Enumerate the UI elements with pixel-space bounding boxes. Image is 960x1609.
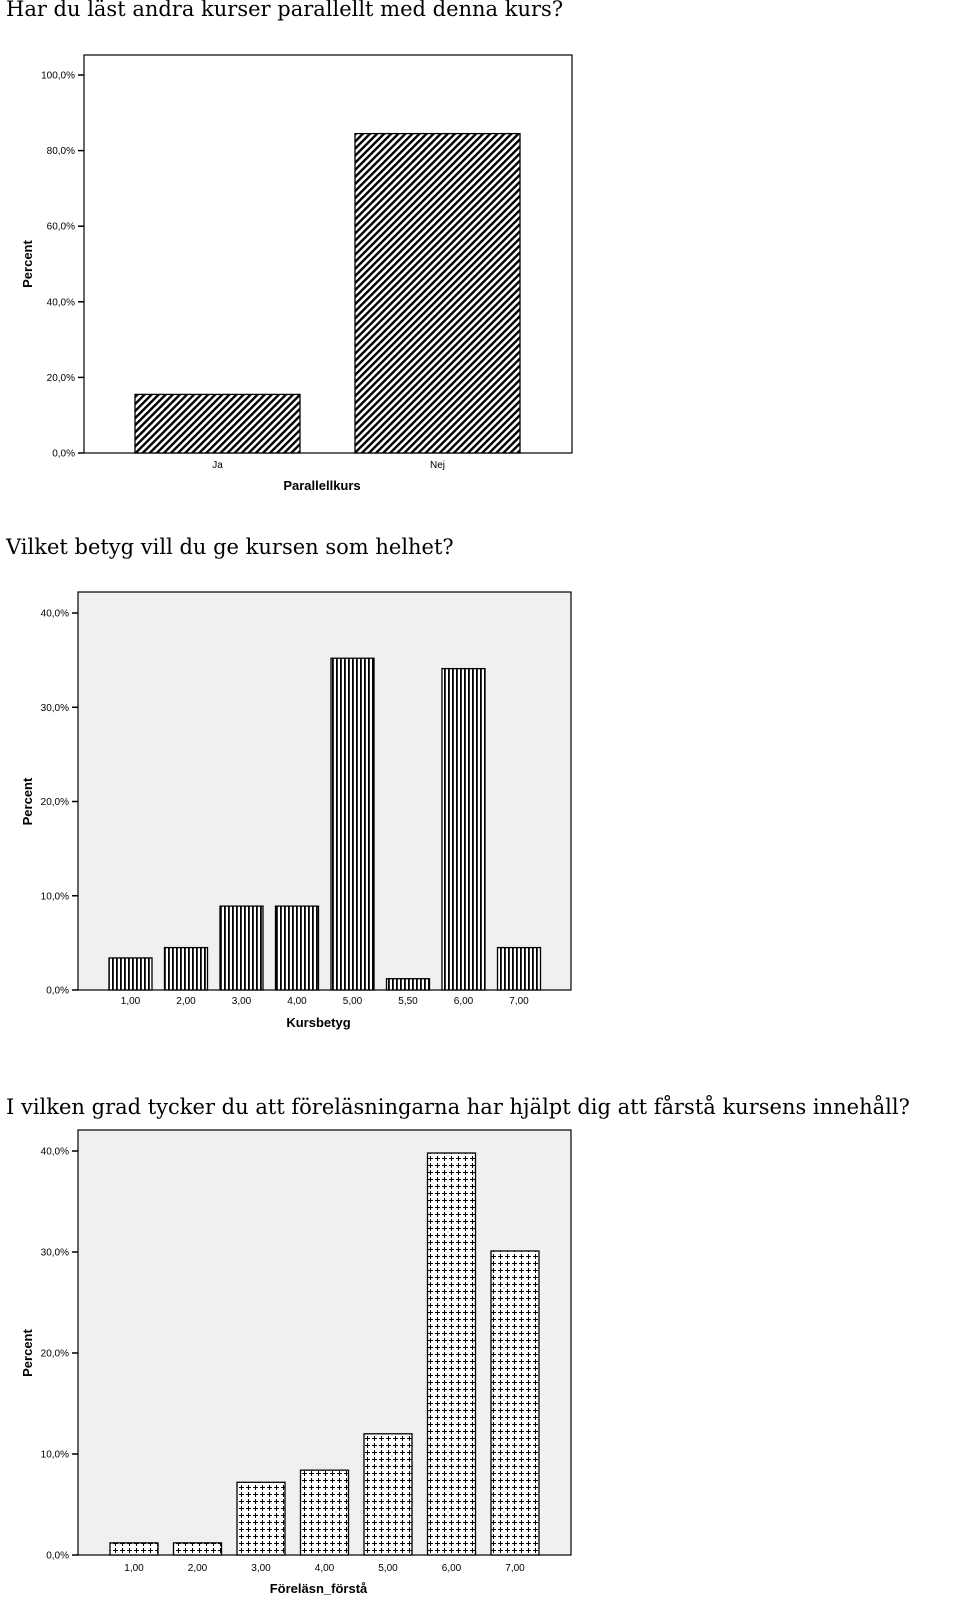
x-tick-label: 5,00 [378, 1563, 398, 1574]
x-axis-title: Kursbetyg [286, 1015, 350, 1030]
y-axis-title: Percent [20, 777, 35, 825]
y-axis-title: Percent [20, 239, 35, 287]
x-tick-label: 1,00 [124, 1563, 144, 1574]
y-tick-label: 40,0% [47, 297, 75, 308]
bar-3,00 [219, 905, 264, 991]
question-2-title: Vilket betyg vill du ge kursen som helhe… [6, 535, 454, 559]
x-tick-label: 6,00 [454, 996, 474, 1007]
x-tick-label: 3,00 [232, 996, 252, 1007]
y-tick-label: 100,0% [41, 71, 75, 82]
bar-2,00 [163, 946, 209, 991]
x-tick-label: 1,00 [121, 996, 141, 1007]
parallellkurs-bar-chart: 0,0% 20,0% 40,0% 60,0% 80,0% 100,0% Percent Ja N… [20, 54, 573, 493]
kursbetyg-bar-chart: 0,0% 10,0% 20,0% 30,0% 40,0% Percent 1,00 2,00 3… [20, 591, 572, 1030]
bar-3,00 [236, 1481, 286, 1556]
y-tick-label: 20,0% [41, 797, 69, 808]
x-tick-label: 5,50 [398, 996, 418, 1007]
x-tick-label: Nej [430, 460, 445, 471]
x-tick-label: 7,00 [509, 996, 529, 1007]
x-tick-label: 4,00 [287, 996, 307, 1007]
x-tick-label: 7,00 [505, 1563, 525, 1574]
y-axis-title: Percent [20, 1328, 35, 1376]
y-tick-label: 30,0% [41, 1248, 69, 1259]
bar-6,00 [426, 1152, 477, 1556]
question-3-title: I vilken grad tycker du att föreläsninga… [6, 1095, 910, 1119]
bar-4,00 [299, 1469, 350, 1556]
bar-4,00 [274, 905, 320, 991]
x-tick-label: 2,00 [176, 996, 196, 1007]
bar-Nej [354, 132, 521, 454]
y-tick-label: 0,0% [46, 986, 69, 997]
y-tick-label: 20,0% [41, 1349, 69, 1360]
y-tick-label: 20,0% [47, 373, 75, 384]
bar-5,50 [385, 978, 431, 991]
y-tick-label: 40,0% [41, 609, 69, 620]
bar-6,00 [441, 667, 486, 991]
x-axis-title: Parallellkurs [283, 478, 360, 493]
bar-1,00 [109, 1542, 159, 1556]
bar-7,00 [496, 946, 542, 991]
x-tick-label: 3,00 [251, 1563, 271, 1574]
x-tick-label: 2,00 [188, 1563, 208, 1574]
x-tick-label: 4,00 [315, 1563, 335, 1574]
bar-1,00 [108, 957, 153, 991]
y-tick-label: 30,0% [41, 703, 69, 714]
x-axis-title: Föreläsn_förstå [270, 1581, 368, 1596]
bar-5,00 [363, 1433, 413, 1556]
y-tick-label: 10,0% [41, 891, 69, 902]
y-tick-label: 0,0% [52, 449, 75, 460]
y-tick-label: 80,0% [47, 146, 75, 157]
bar-2,00 [172, 1542, 223, 1556]
plot-frame [77, 591, 572, 991]
y-tick-label: 0,0% [46, 1551, 69, 1562]
y-tick-label: 60,0% [47, 222, 75, 233]
x-tick-label: Ja [212, 460, 223, 471]
y-tick-label: 10,0% [41, 1450, 69, 1461]
y-tick-label: 40,0% [41, 1147, 69, 1158]
question-1-title: Har du läst andra kurser parallellt med … [6, 0, 564, 21]
x-tick-label: 6,00 [442, 1563, 462, 1574]
bar-7,00 [490, 1250, 540, 1556]
x-tick-label: 5,00 [343, 996, 363, 1007]
bar-Ja [134, 393, 301, 454]
bar-5,00 [330, 657, 375, 991]
